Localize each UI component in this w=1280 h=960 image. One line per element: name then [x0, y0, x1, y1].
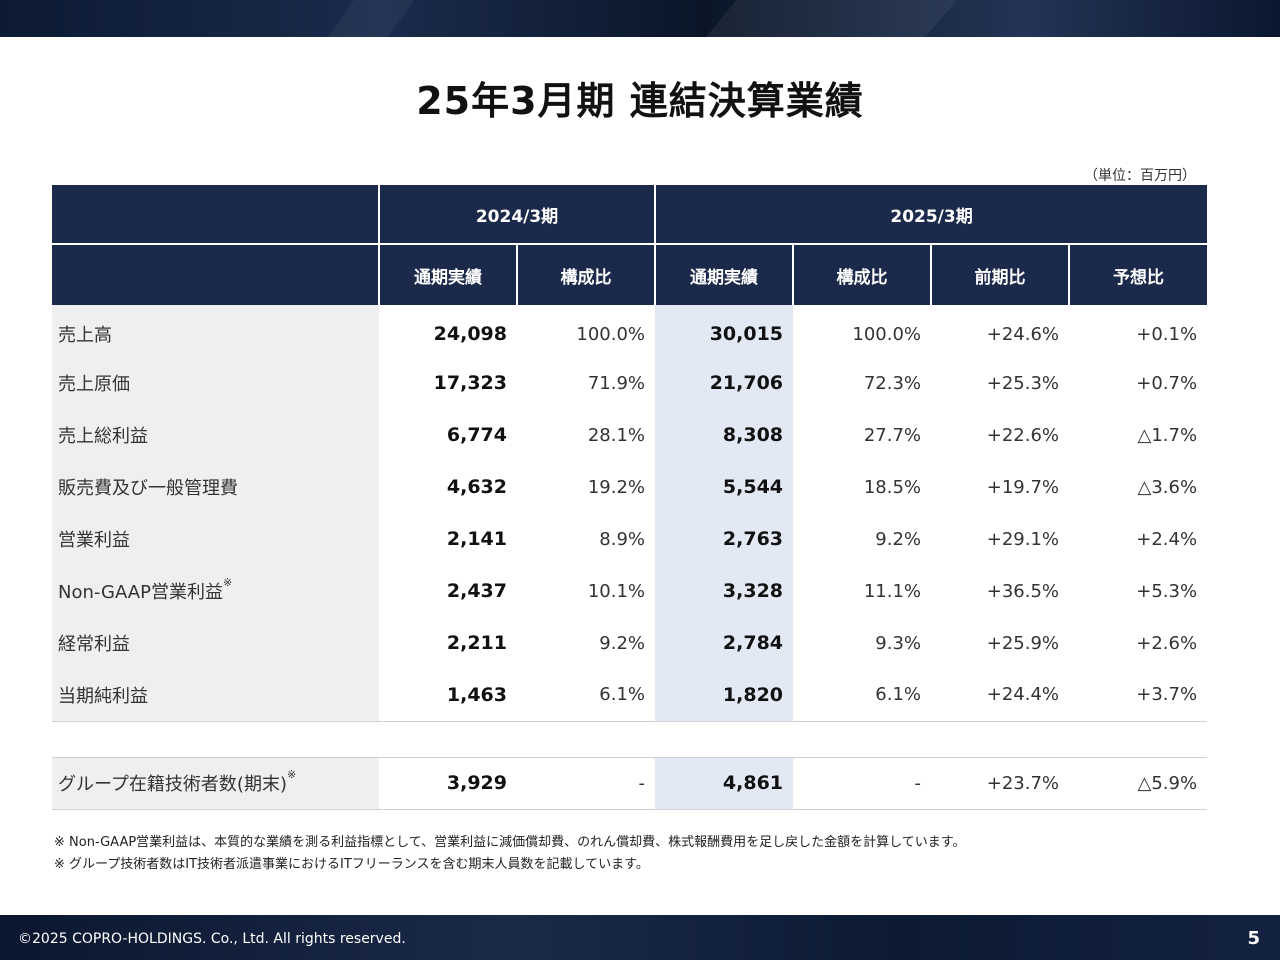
ratio-2024: 19.2%: [587, 476, 646, 498]
vs-forecast: +5.3%: [1136, 580, 1198, 602]
footnote-non-gaap: ※ Non-GAAP営業利益は、本質的な業績を測る利益指標として、営業利益に減価…: [54, 835, 966, 850]
ratio-2025: 11.1%: [863, 580, 922, 602]
yoy: +36.5%: [986, 580, 1060, 602]
footnote-mark: ※: [286, 768, 297, 781]
actual-2024: 1,463: [446, 683, 507, 706]
yoy: +19.7%: [986, 476, 1060, 498]
actual-2024: 17,323: [433, 372, 507, 394]
spacer-cell: [52, 720, 1208, 758]
actual-2024: 2,437: [446, 580, 507, 602]
actual-2025: 21,706: [655, 357, 794, 409]
table-row: 売上高 24,098 100.0% 30,015 100.0% +24.6% +…: [52, 305, 1207, 357]
row-label-text: Non-GAAP営業利益: [58, 582, 223, 603]
row-label: 販売費及び一般管理費: [52, 461, 379, 513]
actual-2024: 4,632: [446, 476, 507, 498]
table-spacer: [52, 720, 1208, 758]
col-header-actual-2024: 通期実績: [378, 244, 517, 305]
actual-2025: 3,328: [655, 565, 794, 617]
table-row: 経常利益 2,211 9.2% 2,784 9.3% +25.9% +2.6%: [52, 617, 1207, 669]
row-label: 当期純利益: [52, 669, 379, 721]
header-period-2024: 2024/3期: [377, 185, 656, 245]
table-row: 当期純利益 1,463 6.1% 1,820 6.1% +24.4% +3.7%: [52, 669, 1207, 721]
footnote-mark: ※: [222, 576, 233, 589]
yoy: +25.3%: [986, 372, 1060, 394]
footer-bar: ©2025 COPRO-HOLDINGS. Co., Ltd. All righ…: [0, 915, 1280, 960]
col-header-actual-2025: 通期実績: [654, 244, 794, 305]
vs-forecast: △5.9%: [1069, 757, 1208, 810]
table-row: 売上総利益 6,774 28.1% 8,308 27.7% +22.6% △1.…: [52, 409, 1207, 461]
ratio-2025: 18.5%: [863, 476, 922, 498]
table-row: 販売費及び一般管理費 4,632 19.2% 5,544 18.5% +19.7…: [52, 461, 1207, 513]
footnote-engineers: ※ グループ技術者数はIT技術者派遣事業におけるITフリーランスを含む期末人員数…: [54, 857, 649, 872]
yoy: +25.9%: [986, 632, 1060, 654]
header-blank-2: [52, 244, 379, 305]
yoy: +22.6%: [986, 424, 1060, 446]
col-header-vs-forecast: 予想比: [1068, 244, 1208, 305]
ratio-2025: 100.0%: [852, 323, 922, 345]
vs-forecast: +3.7%: [1136, 684, 1198, 706]
header-blank: [52, 185, 379, 245]
ratio-2025: 27.7%: [863, 424, 922, 446]
ratio-2024: 28.1%: [587, 424, 646, 446]
actual-2024: 24,098: [433, 323, 507, 345]
ratio-2024: 10.1%: [587, 580, 646, 602]
vs-forecast: +0.7%: [1136, 372, 1198, 394]
ratio-2024: 9.2%: [599, 632, 646, 654]
yoy: +24.6%: [986, 323, 1060, 345]
vs-forecast: △3.6%: [1137, 476, 1198, 498]
actual-2025: 30,015: [655, 305, 794, 357]
yoy: +23.7%: [931, 757, 1070, 810]
yoy: +29.1%: [986, 528, 1060, 550]
vs-forecast: △1.7%: [1137, 424, 1198, 446]
col-header-yoy: 前期比: [930, 244, 1070, 305]
actual-2024: 3,929: [379, 757, 517, 810]
table-row-engineers: グループ在籍技術者数(期末)※ 3,929 - 4,861 - +23.7% △…: [52, 757, 1208, 810]
actual-2025: 2,784: [655, 617, 794, 669]
copyright: ©2025 COPRO-HOLDINGS. Co., Ltd. All righ…: [18, 931, 406, 947]
footnotes: ※ Non-GAAP営業利益は、本質的な業績を測る利益指標として、営業利益に減価…: [54, 832, 965, 876]
vs-forecast: +2.4%: [1136, 528, 1198, 550]
top-banner: [0, 0, 1280, 37]
actual-2025: 2,763: [655, 513, 794, 565]
row-label: 経常利益: [52, 617, 379, 669]
row-label-text: グループ在籍技術者数(期末): [58, 774, 287, 795]
ratio-2025: 72.3%: [863, 372, 922, 394]
table-row: 売上原価 17,323 71.9% 21,706 72.3% +25.3% +0…: [52, 357, 1207, 409]
actual-2025: 4,861: [655, 757, 794, 810]
actual-2024: 6,774: [446, 424, 507, 446]
vs-forecast: +0.1%: [1136, 323, 1198, 345]
actual-2024: 2,211: [446, 632, 507, 654]
results-table: 2024/3期 2025/3期 通期実績 構成比 通期実績 構成比 前期比 予想…: [52, 185, 1208, 810]
row-label: グループ在籍技術者数(期末)※: [52, 757, 379, 810]
ratio-2025: 9.3%: [875, 632, 922, 654]
col-header-ratio-2025: 構成比: [792, 244, 932, 305]
row-label: 売上総利益: [52, 409, 379, 461]
unit-note: （単位：百万円）: [1084, 168, 1196, 184]
header-period-2025: 2025/3期: [654, 185, 1208, 245]
ratio-2025: 9.2%: [875, 528, 922, 550]
actual-2025: 1,820: [655, 669, 794, 721]
page-title: 25年3月期 連結決算業績: [416, 79, 864, 123]
ratio-2024: 71.9%: [587, 372, 646, 394]
table-row: Non-GAAP営業利益※ 2,437 10.1% 3,328 11.1% +3…: [52, 565, 1207, 617]
col-header-ratio-2024: 構成比: [515, 244, 656, 305]
vs-forecast: +2.6%: [1136, 632, 1198, 654]
row-label: 売上高: [52, 305, 379, 357]
ratio-2024: 6.1%: [599, 684, 646, 706]
actual-2025: 5,544: [655, 461, 794, 513]
row-label: 売上原価: [52, 357, 379, 409]
yoy: +24.4%: [986, 684, 1060, 706]
ratio-2024: -: [517, 757, 656, 810]
page-number: 5: [1247, 928, 1260, 949]
ratio-2024: 8.9%: [599, 528, 646, 550]
table-row: 営業利益 2,141 8.9% 2,763 9.2% +29.1% +2.4%: [52, 513, 1207, 565]
actual-2024: 2,141: [446, 528, 507, 550]
ratio-2025: -: [793, 757, 932, 810]
row-label: Non-GAAP営業利益※: [52, 565, 379, 617]
ratio-2025: 6.1%: [875, 684, 922, 706]
row-label: 営業利益: [52, 513, 379, 565]
ratio-2024: 100.0%: [576, 323, 646, 345]
actual-2025: 8,308: [655, 409, 794, 461]
